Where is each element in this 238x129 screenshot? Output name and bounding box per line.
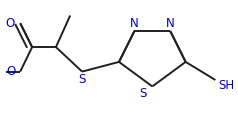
Text: N: N [166,17,174,30]
Text: S: S [139,87,146,100]
Text: O: O [5,17,14,30]
Text: O: O [6,65,15,78]
Text: N: N [130,17,139,30]
Text: S: S [79,73,86,86]
Text: SH: SH [218,79,234,92]
